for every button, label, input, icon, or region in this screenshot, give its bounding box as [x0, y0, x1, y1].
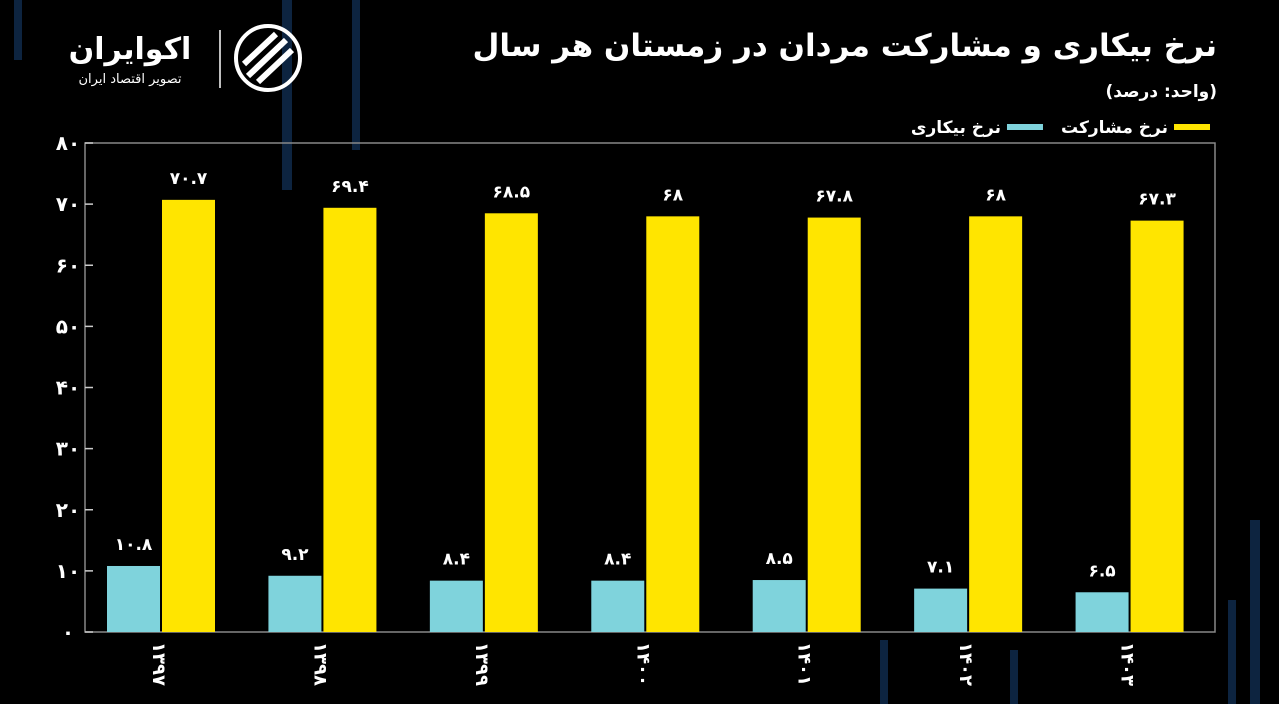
data-label: ۶۹.۴: [331, 177, 369, 197]
data-label: ۸.۴: [443, 550, 470, 570]
x-tick-label: ۱۴۰۳: [1117, 642, 1138, 686]
chart-title: نرخ بیکاری و مشارکت مردان در زمستان هر س…: [472, 28, 1217, 64]
x-tick-label: ۱۳۹۸: [309, 642, 330, 686]
y-tick-label: ۷۰: [56, 192, 80, 216]
x-tick-label: ۱۳۹۹: [471, 642, 492, 686]
data-label: ۸.۵: [766, 549, 793, 569]
data-label: ۶۸.۵: [493, 182, 531, 202]
bar: [914, 588, 968, 632]
bar: [268, 575, 322, 632]
data-label: ۱۰.۸: [115, 535, 153, 555]
bar: [1075, 592, 1129, 632]
chart-subtitle: (واحد: درصد): [1105, 82, 1217, 102]
background-decoration: [14, 0, 1260, 704]
y-tick-label: ۳۰: [56, 437, 80, 461]
y-tick-label: ۸۰: [56, 131, 80, 155]
legend-swatch: [1006, 124, 1043, 130]
y-tick-label: ۱۰: [56, 559, 80, 583]
bar: [323, 207, 377, 633]
bar: [162, 199, 215, 632]
data-label: ۷۰.۷: [170, 169, 208, 189]
y-tick-label: ۰: [62, 620, 74, 644]
bar: [429, 580, 483, 632]
bar: [646, 216, 700, 632]
x-tick-label: ۱۴۰۲: [955, 642, 976, 686]
data-label: ۶۷.۸: [815, 187, 853, 207]
x-tick-label: ۱۴۰۰: [632, 642, 653, 686]
y-tick-label: ۵۰: [56, 314, 80, 338]
legend-swatch: [1174, 124, 1210, 130]
y-tick-label: ۶۰: [56, 253, 80, 277]
data-label: ۸.۴: [604, 550, 631, 570]
data-label: ۶۸: [662, 185, 683, 205]
logo-text: اکوایران: [68, 32, 192, 67]
bar: [591, 580, 645, 632]
bar: [969, 216, 1023, 632]
bar: [807, 217, 861, 632]
logo-tagline: تصویر اقتصاد ایران: [78, 72, 182, 87]
data-label: ۶۷.۳: [1138, 190, 1176, 210]
data-label: ۶.۵: [1088, 561, 1115, 581]
legend-label: نرخ بیکاری: [911, 118, 1001, 138]
legend-label: نرخ مشارکت: [1061, 118, 1168, 138]
bar: [752, 580, 806, 632]
y-tick-label: ۴۰: [56, 376, 80, 400]
data-label: ۷.۱: [927, 558, 954, 578]
logo-icon: [234, 24, 302, 92]
x-tick-label: ۱۳۹۷: [148, 642, 169, 686]
data-label: ۶۸: [985, 185, 1006, 205]
x-tick-label: ۱۴۰۱: [794, 642, 815, 686]
y-tick-label: ۲۰: [56, 498, 80, 522]
data-label: ۹.۲: [281, 545, 309, 565]
bar: [484, 213, 538, 632]
bar: [1130, 220, 1184, 632]
bar: [107, 565, 160, 632]
